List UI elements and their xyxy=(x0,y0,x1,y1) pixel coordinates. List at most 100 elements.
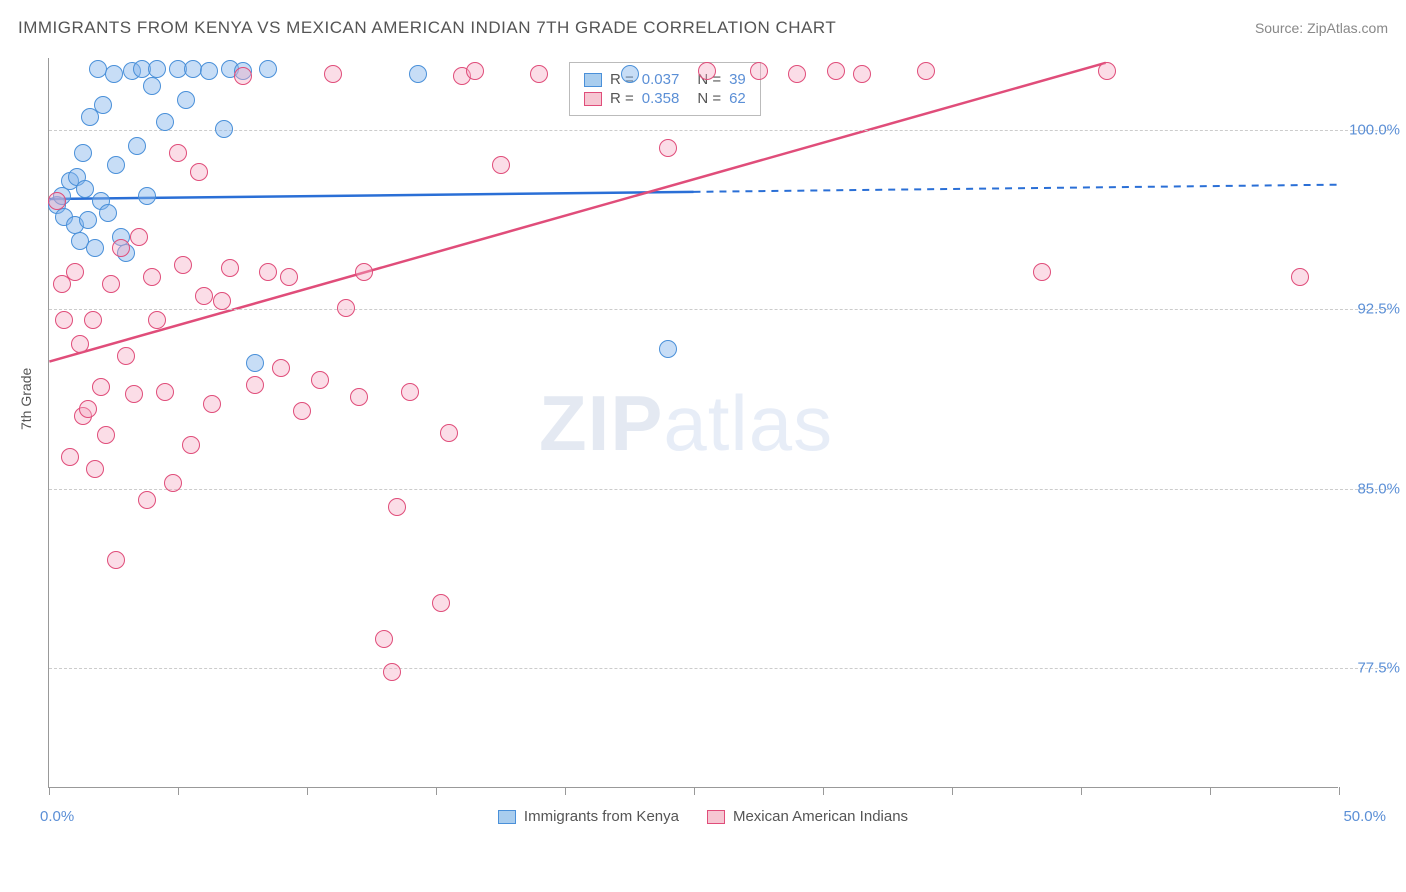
data-point-mexican xyxy=(324,65,342,83)
data-point-mexican xyxy=(156,383,174,401)
data-point-mexican xyxy=(61,448,79,466)
data-point-mexican xyxy=(92,378,110,396)
n-value: 39 xyxy=(729,71,746,88)
data-point-mexican xyxy=(213,292,231,310)
x-tick xyxy=(565,787,566,795)
data-point-mexican xyxy=(182,436,200,454)
x-tick xyxy=(1081,787,1082,795)
data-point-mexican xyxy=(750,62,768,80)
data-point-kenya xyxy=(128,137,146,155)
data-point-mexican xyxy=(84,311,102,329)
data-point-kenya xyxy=(200,62,218,80)
chart-title: IMMIGRANTS FROM KENYA VS MEXICAN AMERICA… xyxy=(18,18,836,38)
correlation-legend: R =0.037N =39R =0.358N =62 xyxy=(569,62,761,116)
series-legend: Immigrants from KenyaMexican American In… xyxy=(0,808,1406,825)
data-point-mexican xyxy=(659,139,677,157)
data-point-mexican xyxy=(388,498,406,516)
plot-area: ZIPatlas R =0.037N =39R =0.358N =62 77.5… xyxy=(48,58,1338,788)
x-tick xyxy=(694,787,695,795)
data-point-mexican xyxy=(97,426,115,444)
chart-header: IMMIGRANTS FROM KENYA VS MEXICAN AMERICA… xyxy=(18,18,1388,38)
data-point-mexican xyxy=(102,275,120,293)
data-point-mexican xyxy=(1033,263,1051,281)
data-point-mexican xyxy=(203,395,221,413)
data-point-mexican xyxy=(259,263,277,281)
n-label: N = xyxy=(697,90,721,107)
data-point-mexican xyxy=(355,263,373,281)
data-point-kenya xyxy=(74,144,92,162)
data-point-kenya xyxy=(246,354,264,372)
series-legend-item: Immigrants from Kenya xyxy=(498,808,679,825)
legend-swatch xyxy=(584,92,602,106)
data-point-mexican xyxy=(466,62,484,80)
data-point-mexican xyxy=(1098,62,1116,80)
correlation-legend-row: R =0.358N =62 xyxy=(584,90,746,107)
data-point-mexican xyxy=(107,551,125,569)
y-axis-label: 7th Grade xyxy=(18,368,34,430)
series-legend-label: Immigrants from Kenya xyxy=(524,808,679,825)
data-point-kenya xyxy=(177,91,195,109)
data-point-kenya xyxy=(105,65,123,83)
data-point-mexican xyxy=(169,144,187,162)
x-tick xyxy=(436,787,437,795)
y-tick-label: 100.0% xyxy=(1349,121,1400,138)
data-point-kenya xyxy=(621,65,639,83)
trend-lines-svg xyxy=(49,58,1338,787)
data-point-mexican xyxy=(71,335,89,353)
data-point-kenya xyxy=(143,77,161,95)
data-point-mexican xyxy=(350,388,368,406)
data-point-kenya xyxy=(259,60,277,78)
data-point-mexican xyxy=(337,299,355,317)
data-point-mexican xyxy=(383,663,401,681)
data-point-mexican xyxy=(143,268,161,286)
data-point-kenya xyxy=(215,120,233,138)
data-point-mexican xyxy=(917,62,935,80)
data-point-mexican xyxy=(117,347,135,365)
data-point-mexican xyxy=(221,259,239,277)
data-point-mexican xyxy=(440,424,458,442)
data-point-mexican xyxy=(698,62,716,80)
data-point-mexican xyxy=(234,67,252,85)
watermark-zip: ZIP xyxy=(539,379,663,467)
data-point-mexican xyxy=(55,311,73,329)
x-tick xyxy=(952,787,953,795)
data-point-mexican xyxy=(130,228,148,246)
y-tick-label: 92.5% xyxy=(1357,301,1400,318)
watermark: ZIPatlas xyxy=(539,378,833,469)
data-point-mexican xyxy=(138,491,156,509)
data-point-kenya xyxy=(76,180,94,198)
x-tick xyxy=(1210,787,1211,795)
data-point-mexican xyxy=(148,311,166,329)
data-point-mexican xyxy=(827,62,845,80)
data-point-mexican xyxy=(530,65,548,83)
data-point-kenya xyxy=(659,340,677,358)
data-point-mexican xyxy=(1291,268,1309,286)
data-point-kenya xyxy=(86,239,104,257)
data-point-kenya xyxy=(156,113,174,131)
r-value: 0.037 xyxy=(642,71,680,88)
data-point-mexican xyxy=(48,192,66,210)
data-point-mexican xyxy=(125,385,143,403)
x-tick xyxy=(178,787,179,795)
y-tick-label: 85.0% xyxy=(1357,480,1400,497)
chart-source: Source: ZipAtlas.com xyxy=(1255,20,1388,36)
data-point-kenya xyxy=(409,65,427,83)
watermark-atlas: atlas xyxy=(663,379,833,467)
x-tick xyxy=(307,787,308,795)
data-point-mexican xyxy=(79,400,97,418)
trendline-dash-kenya xyxy=(694,185,1338,192)
data-point-kenya xyxy=(79,211,97,229)
data-point-mexican xyxy=(788,65,806,83)
x-tick xyxy=(49,787,50,795)
data-point-mexican xyxy=(246,376,264,394)
data-point-mexican xyxy=(86,460,104,478)
data-point-kenya xyxy=(148,60,166,78)
data-point-kenya xyxy=(94,96,112,114)
x-tick xyxy=(1339,787,1340,795)
data-point-mexican xyxy=(492,156,510,174)
y-tick-label: 77.5% xyxy=(1357,660,1400,677)
r-value: 0.358 xyxy=(642,90,680,107)
gridline-h xyxy=(49,309,1388,310)
n-value: 62 xyxy=(729,90,746,107)
data-point-mexican xyxy=(174,256,192,274)
